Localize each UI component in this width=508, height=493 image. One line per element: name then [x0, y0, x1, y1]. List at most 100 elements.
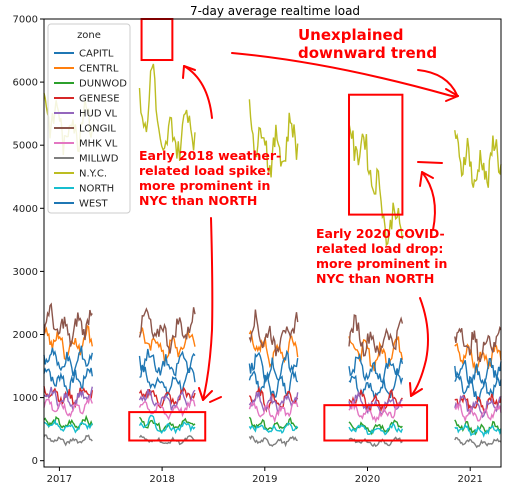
- y-tick-label: 1000: [13, 393, 38, 404]
- arrow-covid-up-head: [419, 171, 434, 187]
- annotation-covid-line2: related load drop:: [316, 241, 443, 256]
- series-west: [43, 345, 502, 387]
- series-line: [138, 414, 196, 435]
- series-line: [139, 364, 196, 398]
- arrow-trend-left: [231, 52, 459, 98]
- series-line: [248, 391, 299, 414]
- series-line: [43, 394, 93, 418]
- annotation-trend-line1: Unexplained: [298, 26, 403, 44]
- arrow-covid-down: [410, 297, 429, 397]
- series-line: [43, 345, 93, 377]
- axes-layer: 0 1000 2000 3000 4000 5000 6000 7000 2017 2018 201…: [13, 15, 502, 485]
- arrow-trend-to-2020: [417, 69, 458, 96]
- legend: zone CAPITL CENTRL DUNWOD GENESE HUD VL LONGIL…: [47, 23, 131, 214]
- arrow-trend-left-head: [445, 88, 459, 102]
- legend-label: CENTRL: [79, 64, 119, 75]
- series-millwd: [43, 434, 502, 449]
- series-line: [43, 414, 93, 431]
- series-line: [138, 389, 196, 411]
- legend-label: WEST: [79, 199, 109, 210]
- series-line: [248, 309, 299, 357]
- series-dunwod: [43, 414, 502, 436]
- annotation-trend-line2: downward trend: [298, 44, 437, 62]
- y-tick-label: 5000: [13, 141, 38, 152]
- legend-box: [47, 23, 131, 214]
- series-line: [248, 368, 299, 399]
- highlight-box: [323, 404, 429, 442]
- highlight-box: [348, 93, 404, 216]
- series-line: [348, 400, 403, 424]
- series-line: [348, 352, 404, 384]
- series-line: [454, 325, 502, 363]
- series-line: [348, 123, 404, 247]
- arrow-spike-right-small: [209, 396, 222, 403]
- highlight-layer: [128, 18, 429, 442]
- arrow-trend-to-spike: [183, 65, 213, 119]
- series-line: [138, 307, 196, 354]
- series-line: [138, 63, 196, 161]
- x-tick-label: 2021: [457, 474, 482, 485]
- highlight-box: [128, 411, 207, 442]
- series-genese: [43, 385, 502, 415]
- legend-label: CAPITL: [79, 49, 114, 60]
- legend-label: HUD VL: [79, 109, 118, 120]
- series-north: [43, 414, 502, 438]
- series-line: [454, 401, 502, 423]
- series-mhk-vl: [43, 394, 502, 424]
- series-line: [454, 393, 502, 415]
- annotation-covid-line4: NYC than NORTH: [316, 271, 434, 286]
- series-line: [248, 435, 298, 448]
- series-line: [454, 394, 502, 419]
- x-tick-label: 2019: [252, 474, 277, 485]
- chart-title: 7-day average realtime load: [190, 4, 360, 18]
- x-tick-label: 2018: [149, 474, 174, 485]
- arrow-spike-down: [202, 217, 214, 401]
- y-tick-label: 0: [32, 456, 38, 467]
- series-line: [348, 314, 404, 358]
- arrow-trend-to-spike-head: [182, 65, 196, 79]
- x-tick-label: 2017: [47, 474, 72, 485]
- series-line: [43, 386, 93, 413]
- series-line: [348, 336, 404, 372]
- series-line: [248, 99, 299, 178]
- series-longil: [43, 302, 502, 363]
- legend-label: N.Y.C.: [79, 169, 107, 180]
- series-line: [248, 401, 299, 424]
- annotation-covid-line1: Early 2020 COVID-: [316, 226, 445, 241]
- x-tick-label: 2020: [355, 474, 380, 485]
- series-line: [43, 302, 93, 347]
- series-line: [454, 423, 502, 438]
- legend-label: MHK VL: [79, 139, 118, 150]
- legend-label: GENESE: [79, 94, 120, 105]
- y-tick-label: 7000: [13, 15, 38, 26]
- series-line: [138, 399, 196, 421]
- highlight-box: [140, 18, 174, 62]
- series-line: [139, 327, 196, 364]
- legend-title: zone: [77, 30, 101, 41]
- annotation-spike-line3: more prominent in: [139, 178, 270, 193]
- series-line: [454, 436, 502, 449]
- arrow-spike-down-head: [198, 387, 213, 401]
- series-line: [138, 348, 196, 377]
- series-line: [348, 422, 404, 436]
- y-tick-label: 6000: [13, 78, 38, 89]
- arrow-covid-up: [421, 171, 436, 231]
- arrow-covid-side: [417, 161, 443, 164]
- series-line: [348, 390, 403, 417]
- legend-label: LONGIL: [79, 124, 116, 135]
- series-line: [43, 434, 93, 447]
- arrow-covid-down-head: [409, 382, 423, 397]
- series-line: [454, 358, 502, 387]
- legend-label: DUNWOD: [79, 79, 127, 90]
- series-line: [248, 422, 299, 435]
- series-centrl: [43, 324, 502, 373]
- y-tick-label: 4000: [13, 204, 38, 215]
- series-line: [248, 329, 299, 368]
- annotation-covid-line3: more prominent in: [316, 256, 447, 271]
- plot-frame: [43, 18, 502, 468]
- y-tick-label: 2000: [13, 330, 38, 341]
- series-line: [248, 349, 299, 385]
- annotation-spike-line1: Early 2018 weather-: [139, 148, 281, 163]
